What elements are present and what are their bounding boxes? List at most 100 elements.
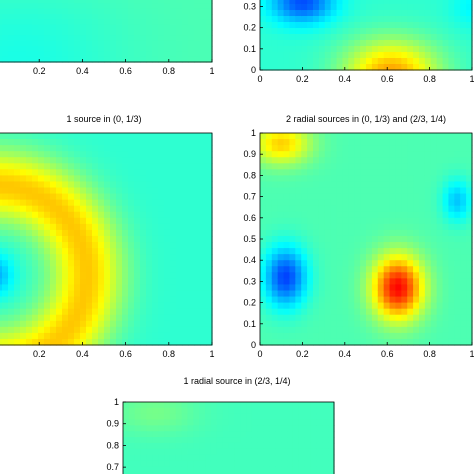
heatmap-cell: [140, 413, 148, 421]
heatmap-cell: [430, 332, 438, 340]
heatmap-cell: [295, 22, 302, 29]
heatmap-cell: [164, 157, 171, 164]
heatmap-cell: [395, 163, 402, 170]
heatmap-cell: [32, 223, 39, 231]
heatmap-cell: [20, 163, 27, 170]
heatmap-cell: [146, 296, 153, 304]
heatmap-cell: [50, 266, 57, 273]
heatmap-cell: [176, 169, 183, 176]
heatmap-cell: [424, 163, 432, 170]
heatmap-cell: [260, 326, 267, 334]
heatmap-cell: [251, 466, 259, 473]
heatmap-cell: [194, 35, 201, 42]
heatmap-cell: [74, 332, 81, 340]
heatmap-cell: [128, 217, 135, 225]
heatmap-cell: [430, 320, 438, 328]
heatmap-cell: [348, 338, 355, 346]
heatmap-cell: [371, 193, 379, 201]
heatmap-cell: [86, 248, 93, 255]
heatmap-cell: [442, 169, 450, 176]
heatmap-cell: [419, 229, 426, 237]
heatmap-cell: [448, 260, 455, 267]
heatmap-cell: [307, 314, 314, 322]
heatmap-cell: [271, 16, 279, 23]
heatmap-cell: [188, 8, 195, 15]
heatmap-cell: [466, 151, 473, 158]
heatmap-cell: [116, 302, 123, 310]
heatmap-cell: [110, 193, 117, 201]
heatmap-cell: [26, 24, 33, 31]
heatmap-cell: [301, 10, 308, 17]
heatmap-cell: [313, 169, 320, 176]
heatmap-cell: [176, 320, 183, 328]
heatmap-cell: [307, 278, 314, 286]
heatmap-cell: [152, 163, 159, 170]
heatmap-cell: [348, 139, 355, 146]
heatmap-cell: [277, 133, 285, 140]
x-tick-label: 0.6: [119, 349, 132, 359]
heatmap-cell: [194, 133, 201, 140]
heatmap-cell: [86, 3, 93, 10]
heatmap-cell: [354, 46, 361, 53]
heatmap-cell: [348, 16, 355, 23]
heatmap-cell: [460, 223, 467, 231]
heatmap-cell: [110, 14, 117, 20]
heatmap-cell: [330, 229, 338, 237]
heatmap-cell: [310, 460, 318, 467]
heatmap-cell: [342, 260, 349, 267]
heatmap-cell: [44, 35, 51, 42]
heatmap-cell: [330, 338, 338, 346]
heatmap-cell: [354, 0, 361, 5]
heatmap-cell: [193, 472, 200, 474]
heatmap-cell: [32, 51, 39, 58]
heatmap-cell: [265, 284, 273, 292]
heatmap-cell: [354, 145, 361, 152]
heatmap-cell: [164, 193, 171, 201]
heatmap-cell: [68, 296, 75, 304]
heatmap-cell: [158, 472, 165, 474]
heatmap-cell: [448, 229, 455, 237]
heatmap-cell: [200, 302, 207, 310]
heatmap-cell: [448, 199, 455, 207]
x-tick-label: 0.8: [163, 349, 176, 359]
heatmap-cell: [188, 254, 195, 261]
heatmap-cell: [68, 248, 75, 255]
heatmap-cell: [234, 425, 241, 432]
heatmap-cell: [389, 217, 397, 225]
heatmap-cell: [454, 10, 461, 17]
heatmap-cell: [263, 431, 271, 438]
heatmap-cell: [176, 14, 183, 20]
heatmap-cell: [8, 326, 15, 334]
heatmap-cell: [50, 193, 57, 201]
heatmap-cell: [389, 139, 397, 146]
heatmap-cell: [20, 24, 27, 31]
heatmap-cell: [419, 217, 426, 225]
heatmap-cell: [283, 169, 291, 176]
heatmap-cell: [275, 466, 282, 473]
heatmap-cell: [194, 151, 201, 158]
heatmap-cell: [354, 260, 361, 267]
heatmap-cell: [50, 40, 57, 47]
heatmap-cell: [128, 211, 135, 219]
heatmap-cell: [146, 40, 153, 47]
heatmap-cell: [401, 326, 408, 334]
heatmap-cell: [20, 35, 27, 42]
heatmap-cell: [140, 229, 147, 237]
x-tick-label: 0.8: [163, 66, 176, 76]
heatmap-cell: [200, 284, 207, 292]
heatmap-cell: [68, 24, 75, 31]
heatmap-cell: [289, 290, 296, 298]
heatmap-cell: [310, 413, 318, 421]
heatmap-cell: [377, 272, 385, 279]
heatmap-cell: [182, 290, 189, 298]
heatmap-cell: [360, 169, 367, 176]
heatmap-cell: [110, 3, 117, 10]
heatmap-cell: [360, 145, 367, 152]
heatmap-cell: [110, 326, 117, 334]
heatmap-cell: [146, 211, 153, 219]
heatmap-cell: [377, 157, 385, 164]
heatmap-cell: [413, 187, 420, 195]
heatmap-cell: [407, 169, 414, 176]
heatmap-cell: [44, 272, 51, 279]
heatmap-cell: [407, 314, 414, 322]
